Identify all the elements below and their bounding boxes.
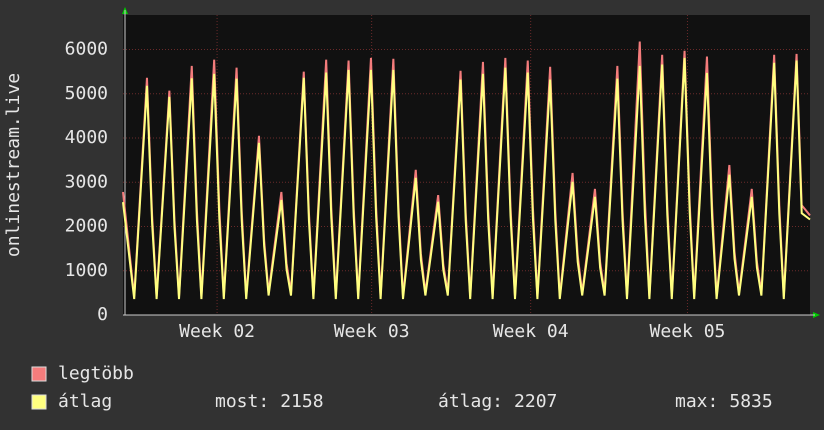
series-line <box>122 57 811 300</box>
stat-label: átlag: <box>438 391 503 412</box>
stat-label: max: <box>675 391 718 412</box>
y-axis-label: onlinestream.live <box>3 73 24 257</box>
y-tick-label: 4000 <box>65 127 108 148</box>
x-tick-label: Week 03 <box>334 321 410 342</box>
y-tick-label: 2000 <box>65 216 108 237</box>
x-tick-label: Week 04 <box>493 321 569 342</box>
x-tick-label: Week 02 <box>179 321 255 342</box>
y-tick-label: 5000 <box>65 83 108 104</box>
stat-value: 2158 <box>280 391 323 412</box>
stat-value: 5835 <box>729 391 772 412</box>
y-tick-label: 0 <box>97 304 108 325</box>
legend-swatch <box>31 394 47 410</box>
legend-label: átlag <box>58 391 112 412</box>
y-tick-label: 6000 <box>65 39 108 60</box>
stat-label: most: <box>215 391 269 412</box>
stat-value: 2207 <box>514 391 557 412</box>
x-tick-label: Week 05 <box>650 321 726 342</box>
y-tick-label: 1000 <box>65 260 108 281</box>
axis-arrow <box>813 312 820 318</box>
y-tick-label: 3000 <box>65 171 108 192</box>
legend-label: legtöbb <box>58 363 134 384</box>
legend-swatch <box>31 366 47 382</box>
